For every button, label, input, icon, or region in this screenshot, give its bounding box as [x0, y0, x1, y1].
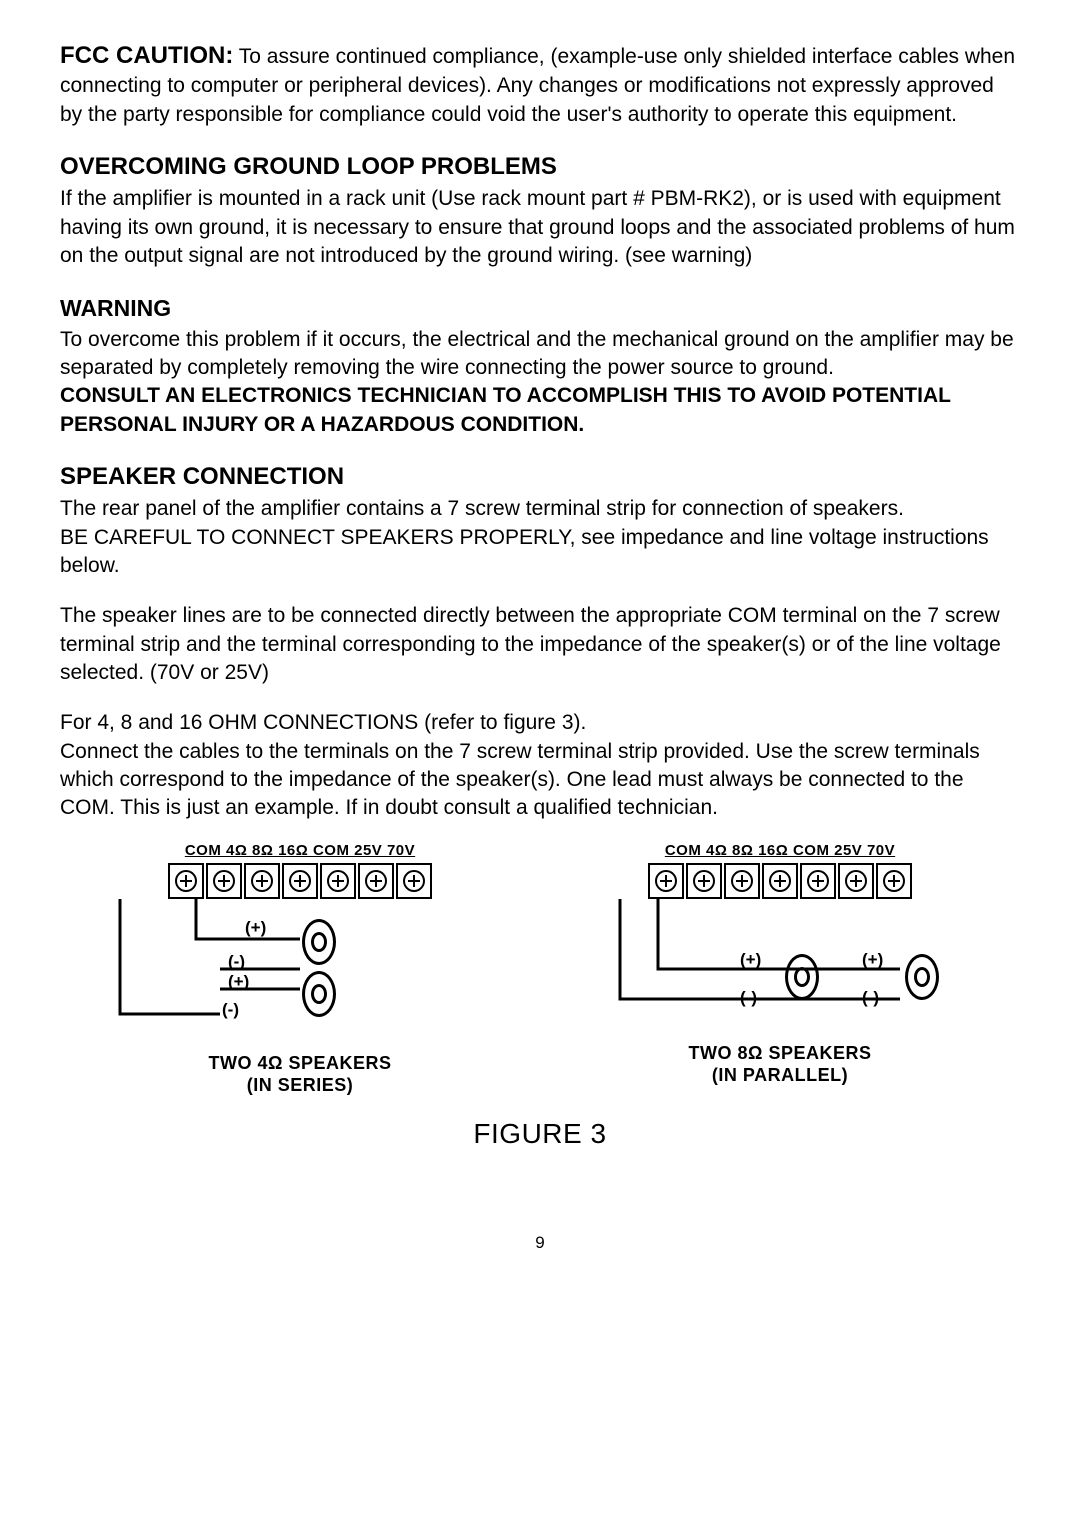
page-number: 9 [60, 1232, 1020, 1255]
fcc-caution-para: FCC CAUTION: To assure continued complia… [60, 40, 1020, 129]
polarity-label: (-) [862, 987, 879, 1010]
screw-icon [655, 870, 677, 892]
screw-icon [289, 870, 311, 892]
terminal [282, 863, 318, 899]
speaker-heading: SPEAKER CONNECTION [60, 461, 1020, 493]
terminal-strip-label-left: COM 4Ω 8Ω 16Ω COM 25V 70V [185, 841, 415, 861]
terminal [724, 863, 760, 899]
figure-title: FIGURE 3 [60, 1115, 1020, 1153]
terminal [358, 863, 394, 899]
diagram-series: COM 4Ω 8Ω 16Ω COM 25V 70V (+) (-) (+) (- [100, 841, 500, 1097]
terminal [686, 863, 722, 899]
parallel-caption-l1: TWO 8Ω SPEAKERS [689, 1043, 872, 1063]
polarity-label: (-) [222, 999, 239, 1022]
screw-icon [807, 870, 829, 892]
parallel-caption: TWO 8Ω SPEAKERS (IN PARALLEL) [689, 1042, 872, 1087]
speaker-icon [785, 954, 819, 1007]
speaker-p1b: BE CAREFUL TO CONNECT SPEAKERS PROPERLY,… [60, 526, 989, 577]
series-wire-area: (+) (-) (+) (-) [100, 899, 500, 1046]
series-caption: TWO 4Ω SPEAKERS (IN SERIES) [209, 1052, 392, 1097]
polarity-label: (-) [740, 987, 757, 1010]
series-caption-l2: (IN SERIES) [247, 1075, 354, 1095]
ground-loop-body: If the amplifier is mounted in a rack un… [60, 185, 1020, 270]
terminal [168, 863, 204, 899]
speaker-p1: The rear panel of the amplifier contains… [60, 495, 1020, 580]
parallel-wire-area: (+) (-) (+) (-) [600, 899, 960, 1036]
screw-icon [403, 870, 425, 892]
screw-icon [175, 870, 197, 892]
series-caption-l1: TWO 4Ω SPEAKERS [209, 1053, 392, 1073]
parallel-caption-l2: (IN PARALLEL) [712, 1065, 848, 1085]
speaker-p3: For 4, 8 and 16 OHM CONNECTIONS (refer t… [60, 709, 1020, 822]
screw-icon [693, 870, 715, 892]
warning-body-bold: CONSULT AN ELECTRONICS TECHNICIAN TO ACC… [60, 384, 951, 435]
speaker-icon [905, 954, 939, 1007]
screw-icon [769, 870, 791, 892]
terminal [396, 863, 432, 899]
screw-icon [365, 870, 387, 892]
terminal [244, 863, 280, 899]
terminal-row-left [168, 863, 432, 899]
ground-loop-heading: OVERCOMING GROUND LOOP PROBLEMS [60, 151, 1020, 183]
screw-icon [327, 870, 349, 892]
warning-body-text: To overcome this problem if it occurs, t… [60, 328, 1014, 379]
terminal [206, 863, 242, 899]
terminal [648, 863, 684, 899]
warning-body: To overcome this problem if it occurs, t… [60, 326, 1020, 439]
speaker-p2: The speaker lines are to be connected di… [60, 602, 1020, 687]
diagram-row: COM 4Ω 8Ω 16Ω COM 25V 70V (+) (-) (+) (- [100, 841, 980, 1097]
screw-icon [845, 870, 867, 892]
warning-heading: WARNING [60, 293, 1020, 324]
terminal [876, 863, 912, 899]
terminal [320, 863, 356, 899]
screw-icon [731, 870, 753, 892]
terminal [762, 863, 798, 899]
terminal-strip-label-right: COM 4Ω 8Ω 16Ω COM 25V 70V [665, 841, 895, 861]
fcc-heading: FCC CAUTION: [60, 42, 233, 69]
polarity-label: (+) [228, 971, 249, 994]
screw-icon [251, 870, 273, 892]
speaker-p3a: For 4, 8 and 16 OHM CONNECTIONS (refer t… [60, 711, 586, 734]
terminal [838, 863, 874, 899]
speaker-icon [302, 971, 336, 1024]
diagram-parallel: COM 4Ω 8Ω 16Ω COM 25V 70V (+) (-) (+) (- [580, 841, 980, 1097]
polarity-label: (+) [245, 917, 266, 940]
polarity-label: (+) [740, 949, 761, 972]
screw-icon [883, 870, 905, 892]
speaker-icon [302, 919, 336, 972]
speaker-p1a: The rear panel of the amplifier contains… [60, 497, 904, 520]
terminal-row-right [648, 863, 912, 899]
speaker-p3b: Connect the cables to the terminals on t… [60, 740, 980, 820]
polarity-label: (+) [862, 949, 883, 972]
terminal [800, 863, 836, 899]
screw-icon [213, 870, 235, 892]
